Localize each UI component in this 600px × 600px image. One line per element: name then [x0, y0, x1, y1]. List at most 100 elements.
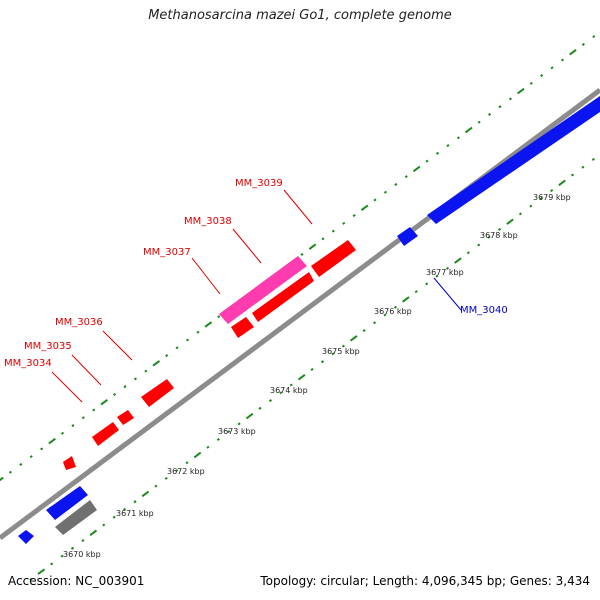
lower-tick-mark: [402, 296, 410, 303]
upper-tick-mark: [308, 243, 317, 250]
leader-mm3036: [102, 330, 133, 361]
gene-feature-mm3038[interactable]: [231, 317, 254, 338]
lower-tick-mark: [227, 430, 231, 434]
lower-tick-mark: [591, 157, 595, 161]
lower-tick-mark: [185, 461, 189, 465]
gene-label-mm3038[interactable]: MM_3038: [184, 216, 232, 227]
upper-tick-mark: [464, 126, 473, 134]
lower-tick-mark: [349, 335, 358, 342]
upper-tick-mark: [477, 120, 481, 124]
lower-tick-mark: [112, 515, 116, 519]
accession-label: Accession: NC_003901: [8, 574, 145, 588]
lower-tick-mark: [297, 373, 306, 381]
gene-label-mm3037[interactable]: MM_3037: [143, 247, 191, 258]
upper-tick-mark: [321, 237, 325, 241]
upper-tick-mark: [456, 136, 460, 140]
tick-track-upper: [0, 35, 596, 482]
gene-feature-mm3034[interactable]: [63, 456, 76, 470]
lower-tick-mark: [133, 500, 137, 504]
gene-feature-blue-2[interactable]: [46, 486, 88, 520]
gene-feature-mm3039[interactable]: [311, 240, 356, 277]
upper-tick-mark: [133, 377, 137, 381]
scale-label-3674: 3674 kbp: [270, 386, 308, 395]
gene-feature-mm3040[interactable]: [397, 227, 418, 246]
lower-tick-mark: [454, 257, 462, 264]
gene-feature-grey[interactable]: [55, 500, 97, 535]
upper-tick-mark: [112, 392, 117, 396]
lower-tick-mark: [258, 406, 262, 410]
lower-tick-mark: [341, 344, 345, 348]
scale-label-3670: 3670 kbp: [63, 550, 101, 559]
scale-label-3676: 3676 kbp: [374, 307, 412, 316]
lower-tick-mark: [487, 235, 491, 239]
gene-feature-mm3037[interactable]: [219, 256, 307, 324]
upper-tick-mark: [175, 346, 179, 350]
upper-tick-mark: [540, 74, 544, 78]
lower-tick-mark: [497, 227, 502, 231]
lower-tick-mark: [50, 562, 54, 566]
lower-tick-mark: [60, 554, 64, 558]
reverse-strand-genes: [18, 96, 600, 544]
gene-label-mm3040[interactable]: MM_3040: [460, 305, 508, 316]
lower-tick-mark: [268, 399, 273, 403]
gene-feature-mm3035[interactable]: [92, 422, 119, 446]
genome-backbone: [0, 87, 600, 541]
upper-tick-mark: [435, 151, 440, 155]
upper-tick-mark: [0, 476, 4, 482]
gene-feature-mm3035b[interactable]: [117, 410, 134, 425]
gene-label-mm3035[interactable]: MM_3035: [24, 341, 72, 352]
lower-tick-mark: [310, 367, 314, 371]
upper-tick-mark: [331, 229, 335, 233]
lower-tick-mark: [558, 179, 566, 186]
forward-strand-genes: [63, 240, 356, 470]
lower-tick-mark: [141, 490, 150, 498]
lower-tick-mark: [445, 266, 450, 270]
lower-tick-mark: [373, 321, 377, 325]
upper-tick-mark: [592, 35, 596, 39]
lower-tick-mark: [89, 529, 98, 537]
lower-tick-mark: [425, 282, 429, 286]
leader-mm3037: [191, 257, 221, 295]
tick-track-lower: [29, 157, 595, 580]
gene-label-mm3034[interactable]: MM_3034: [4, 358, 52, 369]
upper-tick-mark: [81, 416, 85, 420]
lower-tick-mark: [164, 476, 168, 480]
lower-tick-mark: [237, 422, 241, 426]
gene-label-mm3036[interactable]: MM_3036: [55, 317, 103, 328]
leader-mm3039: [283, 189, 313, 225]
genome-stats: Topology: circular; Length: 4,096,345 bp…: [260, 574, 590, 588]
lower-tick-mark: [289, 383, 293, 387]
gene-feature-mm3036[interactable]: [141, 379, 174, 407]
lower-tick-mark: [518, 212, 522, 216]
upper-tick-mark: [446, 144, 450, 148]
upper-tick-mark: [373, 198, 377, 202]
upper-tick-mark: [404, 175, 408, 179]
gene-feature-blue-long[interactable]: [427, 96, 600, 224]
gene-feature-mm3038b[interactable]: [252, 272, 314, 322]
upper-tick-mark: [92, 408, 96, 412]
scale-label-3675: 3675 kbp: [322, 347, 360, 356]
genome-map[interactable]: MM_3034 MM_3035 MM_3036 MM_3037 MM_3038 …: [0, 0, 600, 580]
lower-tick-mark: [539, 196, 543, 200]
lower-tick-mark: [154, 484, 158, 488]
lower-tick-mark: [435, 274, 439, 278]
upper-tick-mark: [71, 424, 75, 428]
upper-tick-mark: [100, 398, 109, 406]
lower-tick-mark: [331, 352, 335, 356]
lower-tick-mark: [279, 391, 283, 395]
lower-tick-mark: [581, 165, 585, 169]
leader-mm3038: [232, 228, 262, 264]
gene-feature-left-blue[interactable]: [18, 530, 34, 544]
leader-mm3040: [433, 277, 462, 311]
lower-tick-mark: [122, 507, 127, 511]
upper-tick-mark: [360, 204, 369, 211]
lower-tick-mark: [175, 469, 179, 473]
upper-tick-mark: [498, 105, 502, 109]
scale-label-3671: 3671 kbp: [116, 509, 154, 518]
gene-label-mm3039[interactable]: MM_3039: [235, 178, 283, 189]
upper-tick-mark: [123, 385, 127, 389]
lower-tick-mark: [29, 577, 33, 580]
upper-tick-mark: [569, 49, 577, 56]
upper-tick-mark: [196, 330, 200, 334]
lower-tick-mark: [320, 360, 325, 364]
